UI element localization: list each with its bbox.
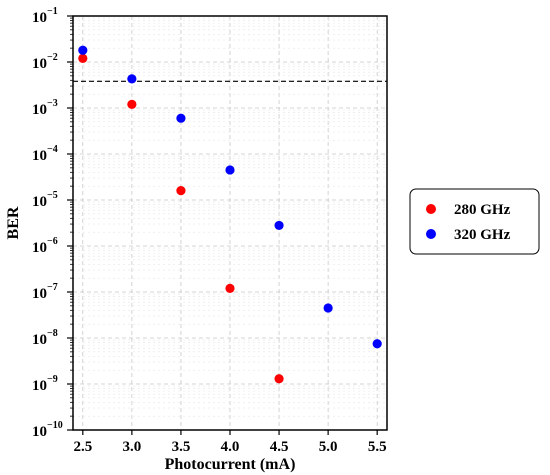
legend-label: 320 GHz [454, 227, 511, 243]
y-tick-label: 10 [32, 332, 47, 348]
y-tick-base: 10 [32, 148, 47, 164]
data-point [323, 303, 333, 313]
y-tick-exponent: −4 [47, 144, 58, 155]
x-axis-ticks: 2.5 3.0 3.5 4.0 4.5 5.0 5.5 [73, 430, 387, 455]
data-point [372, 339, 382, 349]
x-tick-label: 5.5 [368, 439, 387, 455]
y-tick-exponent: −7 [47, 282, 58, 293]
y-axis-label: BER [5, 206, 22, 239]
x-tick-label: 3.5 [172, 439, 191, 455]
legend-box [409, 188, 540, 255]
y-tick-label: 10 [32, 240, 47, 256]
data-point [225, 283, 235, 293]
y-tick-base: 10 [32, 194, 47, 210]
y-tick-base: 10 [32, 424, 47, 440]
grid [73, 16, 387, 431]
y-tick-exponent: −3 [47, 98, 58, 109]
data-point [274, 374, 284, 384]
x-tick-label: 4.5 [270, 439, 289, 455]
x-tick-label: 2.5 [73, 439, 92, 455]
x-axis-label: Photocurrent (mA) [165, 456, 296, 473]
legend-marker [426, 229, 436, 239]
y-tick-base: 10 [32, 332, 47, 348]
data-point [127, 74, 137, 84]
y-tick-base: 10 [32, 56, 47, 72]
y-tick-exponent: −1 [47, 6, 58, 17]
data-point [176, 113, 186, 123]
x-tick-label: 5.0 [319, 439, 338, 455]
data-points [78, 45, 382, 384]
x-tick-label: 4.0 [221, 439, 240, 455]
y-tick-base: 10 [32, 240, 47, 256]
y-tick-label: 10 [32, 148, 47, 164]
legend-label: 280 GHz [454, 202, 511, 218]
y-tick-label: 10 [32, 378, 47, 394]
y-axis-ticks: 10 −110 −210 −310 −410 −510 −610 −710 −810 −910 −1… [32, 6, 73, 440]
y-tick-exponent: −5 [47, 190, 58, 201]
y-tick-exponent: −8 [47, 328, 58, 339]
legend: 280 GHz 320 GHz [409, 188, 540, 255]
data-point [78, 53, 88, 63]
y-tick-exponent: −10 [47, 420, 63, 431]
y-tick-label: 10 [32, 286, 47, 302]
data-point [274, 220, 284, 231]
y-tick-exponent: −9 [47, 374, 58, 385]
y-tick-label: 10 [32, 10, 47, 26]
y-tick-exponent: −2 [47, 52, 58, 63]
data-point [225, 165, 235, 175]
y-tick-base: 10 [32, 286, 47, 302]
y-tick-label: 10 [32, 194, 47, 210]
data-point [78, 45, 88, 55]
y-tick-base: 10 [32, 102, 47, 118]
y-tick-label: 10 [32, 102, 47, 118]
data-point [176, 186, 186, 196]
x-tick-label: 3.0 [123, 439, 142, 455]
legend-marker [426, 204, 436, 214]
data-point [127, 99, 137, 109]
y-tick-label: 10 [32, 56, 47, 72]
y-tick-exponent: −6 [47, 236, 58, 247]
y-tick-label: 10 [32, 424, 47, 440]
y-tick-base: 10 [32, 378, 47, 394]
y-tick-base: 10 [32, 10, 47, 26]
